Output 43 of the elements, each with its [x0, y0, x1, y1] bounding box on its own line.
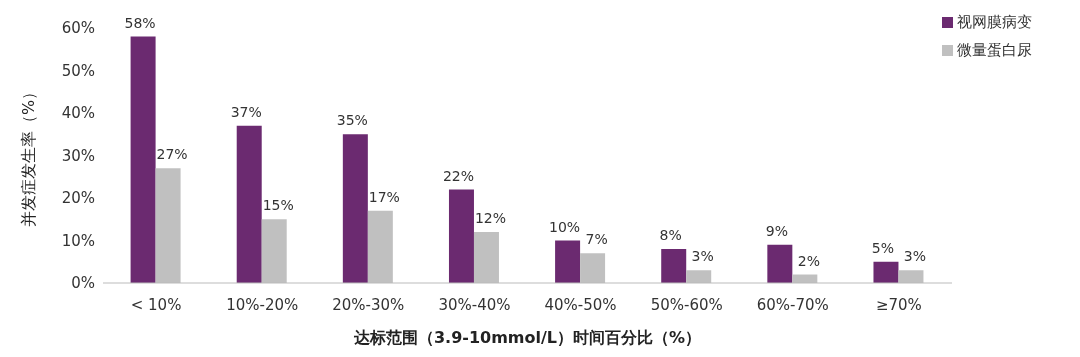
bar — [236, 125, 262, 283]
x-tick-label: 30%-40% — [438, 295, 511, 314]
data-label: 7% — [585, 231, 608, 248]
data-label: 10% — [549, 218, 581, 235]
bar — [767, 244, 793, 283]
x-axis-title: 达标范围（3.9-10mmol/L）时间百分比（%） — [352, 328, 702, 347]
data-label: 17% — [368, 188, 400, 205]
legend-label: 微量蛋白尿 — [957, 41, 1032, 59]
data-label: 15% — [262, 197, 294, 214]
x-tick-label: ≥70% — [875, 295, 922, 314]
data-label: 12% — [474, 210, 507, 226]
data-label: 3% — [903, 248, 927, 265]
y-tick-label: 30% — [61, 146, 95, 165]
legend-label: 视网膜病变 — [957, 13, 1032, 31]
bar — [555, 240, 581, 283]
y-axis-title: 并发症发生率（%） — [18, 83, 38, 228]
bar — [661, 249, 687, 283]
y-tick-label: 20% — [61, 189, 95, 208]
data-label: 22% — [442, 167, 475, 184]
bar — [342, 134, 368, 283]
y-tick-label: 60% — [61, 19, 95, 38]
x-tick-label: 50%-60% — [650, 295, 723, 314]
x-tick-label: 10%-20% — [226, 295, 299, 314]
data-label: 3% — [691, 248, 714, 265]
data-label: 9% — [765, 222, 788, 239]
data-label: 5% — [871, 239, 895, 256]
bar — [130, 36, 156, 283]
data-label: 35% — [336, 112, 368, 129]
bar — [873, 261, 899, 283]
y-tick-label: 50% — [61, 61, 95, 80]
y-tick-label: 0% — [71, 274, 95, 293]
data-label: 8% — [659, 227, 682, 243]
data-label: 2% — [797, 252, 820, 269]
x-tick-label: 40%-50% — [544, 295, 617, 314]
data-label: 58% — [124, 14, 156, 31]
y-tick-label: 40% — [61, 104, 95, 123]
x-tick-label: 20%-30% — [332, 295, 405, 314]
bar — [448, 189, 474, 283]
x-tick-label: < 10% — [130, 295, 182, 314]
data-label: 37% — [230, 103, 262, 120]
y-tick-label: 10% — [61, 231, 95, 250]
data-label: 27% — [156, 146, 188, 163]
x-tick-label: 60%-70% — [756, 295, 829, 314]
